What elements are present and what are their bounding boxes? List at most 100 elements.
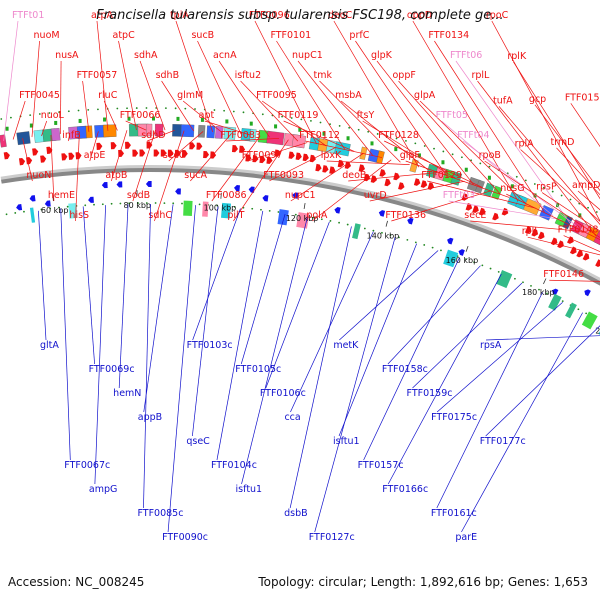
forward-label-leader (218, 60, 270, 138)
forward-label-leader (3, 20, 19, 141)
inner-dot (473, 261, 476, 264)
reverse-label-leader (60, 208, 71, 461)
forward-label-leader (89, 131, 99, 162)
forward-gene-arrow (181, 150, 188, 158)
inner-dot (260, 208, 262, 211)
forward-gene-label: sucB (191, 30, 214, 41)
inner-dot (268, 209, 271, 212)
reverse-gene-label: FTF0166c (382, 484, 428, 495)
outer-dot (560, 194, 563, 197)
outer-dot (357, 128, 360, 131)
inner-dot (119, 202, 122, 205)
inner-dot (398, 236, 400, 239)
forward-gene-arrow (309, 154, 316, 163)
gc-marker (54, 120, 58, 125)
inner-dot (128, 202, 131, 205)
outer-dot (77, 109, 80, 112)
inner-feature-block (496, 270, 513, 289)
forward-label-leader (520, 149, 600, 222)
forward-label-leader (60, 60, 62, 135)
forward-gene-arrow (18, 157, 26, 166)
forward-label-leader (541, 192, 600, 232)
forward-label-leader (340, 100, 429, 171)
forward-gene-label: atpC (113, 30, 136, 41)
forward-label-leader (276, 40, 346, 150)
forward-gene-arrow (46, 146, 53, 154)
reverse-gene-arrow (552, 288, 559, 296)
gc-marker (249, 121, 253, 126)
forward-gene-arrow (139, 149, 146, 157)
outer-dot (515, 175, 518, 178)
forward-gene-arrow (288, 151, 295, 159)
reverse-gene-label: FTF0159c (407, 388, 453, 399)
forward-gene-arrow (239, 145, 246, 153)
outer-dot (29, 114, 32, 117)
forward-label-leader (154, 130, 185, 222)
kbp-tick-label: 160 kbp (446, 256, 479, 265)
forward-gene-label: sdhC (148, 210, 172, 221)
reverse-label-leader (241, 217, 308, 485)
gc-marker (127, 116, 131, 121)
forward-gene-label: secE (464, 210, 486, 221)
gc-marker (394, 147, 398, 152)
outer-dot (164, 107, 167, 110)
outer-dot (395, 137, 398, 140)
forward-gene-arrow (492, 212, 499, 221)
reverse-gene-arrow (378, 210, 386, 217)
forward-gene-label: rplK (507, 51, 527, 62)
forward-label-leader (534, 104, 600, 192)
forward-gene-label: FTFt04 (457, 130, 489, 141)
outer-dot (451, 153, 454, 156)
forward-gene-label: FTF0156 (565, 92, 600, 103)
inner-dot (154, 202, 157, 204)
forward-gene-label: FTF0066 (120, 110, 161, 121)
inner-dot (530, 284, 532, 287)
reverse-gene-arrow (44, 200, 51, 207)
forward-gene-label: infB (62, 130, 81, 141)
reverse-gene-label: cca (284, 412, 300, 423)
forward-gene-arrow (110, 142, 117, 150)
gc-marker (274, 124, 278, 129)
outer-dot (281, 115, 283, 118)
reverse-label-leader (240, 213, 286, 365)
forward-gene-label: deoC (328, 10, 353, 21)
forward-gene-arrow (245, 154, 252, 162)
gc-marker (417, 153, 421, 158)
inner-dot (440, 249, 442, 252)
forward-gene-label: atpA (91, 10, 114, 21)
reverse-label-leader (38, 210, 47, 341)
forward-gene-arrow (478, 207, 486, 216)
forward-label-leader (103, 100, 118, 131)
reverse-gene-label: FTF0157c (358, 460, 404, 471)
inner-dot (389, 234, 392, 236)
forward-gene-label: lpxK (321, 150, 342, 161)
forward-gene-arrow (537, 231, 545, 240)
feature-block (291, 134, 307, 149)
forward-label-leader (563, 235, 600, 253)
inner-dot (346, 223, 349, 226)
inner-dot (172, 202, 175, 205)
forward-label-leader (175, 20, 213, 133)
feature-block (33, 129, 45, 143)
forward-label-leader (491, 20, 600, 222)
forward-gene-label: nupC1 (285, 190, 316, 201)
feature-block (197, 125, 206, 138)
forward-gene-label: oppF (393, 70, 416, 81)
forward-label-leader (125, 120, 147, 131)
forward-label-leader (506, 193, 600, 240)
gc-marker (151, 116, 155, 121)
forward-gene-label: secG (163, 150, 186, 161)
forward-label-leader (290, 152, 364, 202)
outer-dot (488, 165, 491, 168)
reverse-gene-label: FTF0106c (260, 388, 306, 399)
feature-block (102, 124, 117, 138)
reverse-label-leader (387, 273, 502, 485)
reverse-gene-arrow (116, 181, 123, 188)
forward-gene-arrow (595, 259, 600, 267)
forward-gene-label: glpF (400, 150, 420, 161)
reverse-gene-label: FTF0069c (89, 364, 135, 375)
forward-gene-label: nuoM (34, 30, 60, 41)
reverse-gene-arrow (248, 186, 255, 193)
forward-label-leader (470, 220, 588, 233)
